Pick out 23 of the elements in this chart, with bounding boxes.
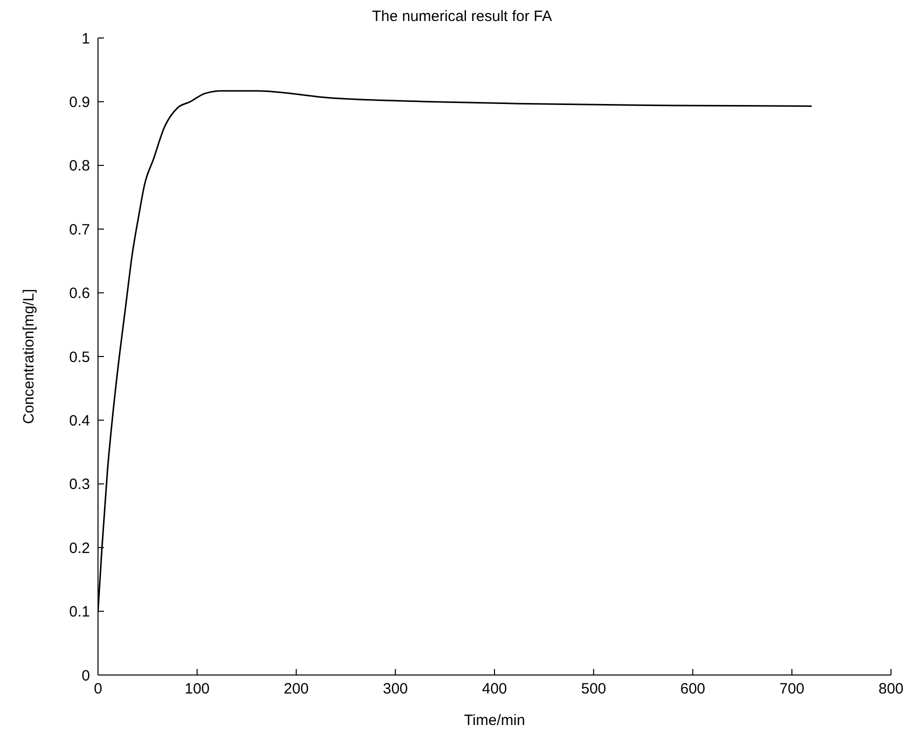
x-tick-label: 400: [482, 680, 508, 698]
x-axis-title: Time/min: [464, 712, 526, 729]
y-axis-title: Concentration[mg/L]: [20, 288, 38, 424]
y-tick-label: 0.8: [69, 158, 90, 175]
y-tick-label: 1: [82, 30, 90, 48]
y-tick-label: 0.4: [69, 412, 90, 430]
y-tick-label: 0.2: [69, 540, 90, 557]
x-tick-label: 600: [680, 680, 706, 698]
y-tick-label: 0.6: [69, 285, 90, 302]
y-tick-label: 0: [82, 667, 90, 684]
x-tick-label: 700: [779, 680, 804, 698]
y-tick-label: 0.1: [69, 604, 90, 621]
y-tick-label: 0.5: [69, 348, 90, 366]
y-tick-label: 0.9: [69, 94, 90, 112]
x-tick-label: 800: [878, 680, 904, 698]
x-tick-label: 0: [94, 680, 102, 698]
y-tick-label: 0.7: [69, 221, 90, 238]
x-tick-label: 300: [382, 680, 408, 698]
x-tick-label: 200: [284, 680, 309, 698]
x-tick-label: 100: [184, 680, 210, 698]
y-tick-label: 0.3: [69, 476, 90, 494]
chart-title: The numerical result for FA: [370, 8, 554, 27]
x-tick-label: 500: [581, 680, 606, 698]
